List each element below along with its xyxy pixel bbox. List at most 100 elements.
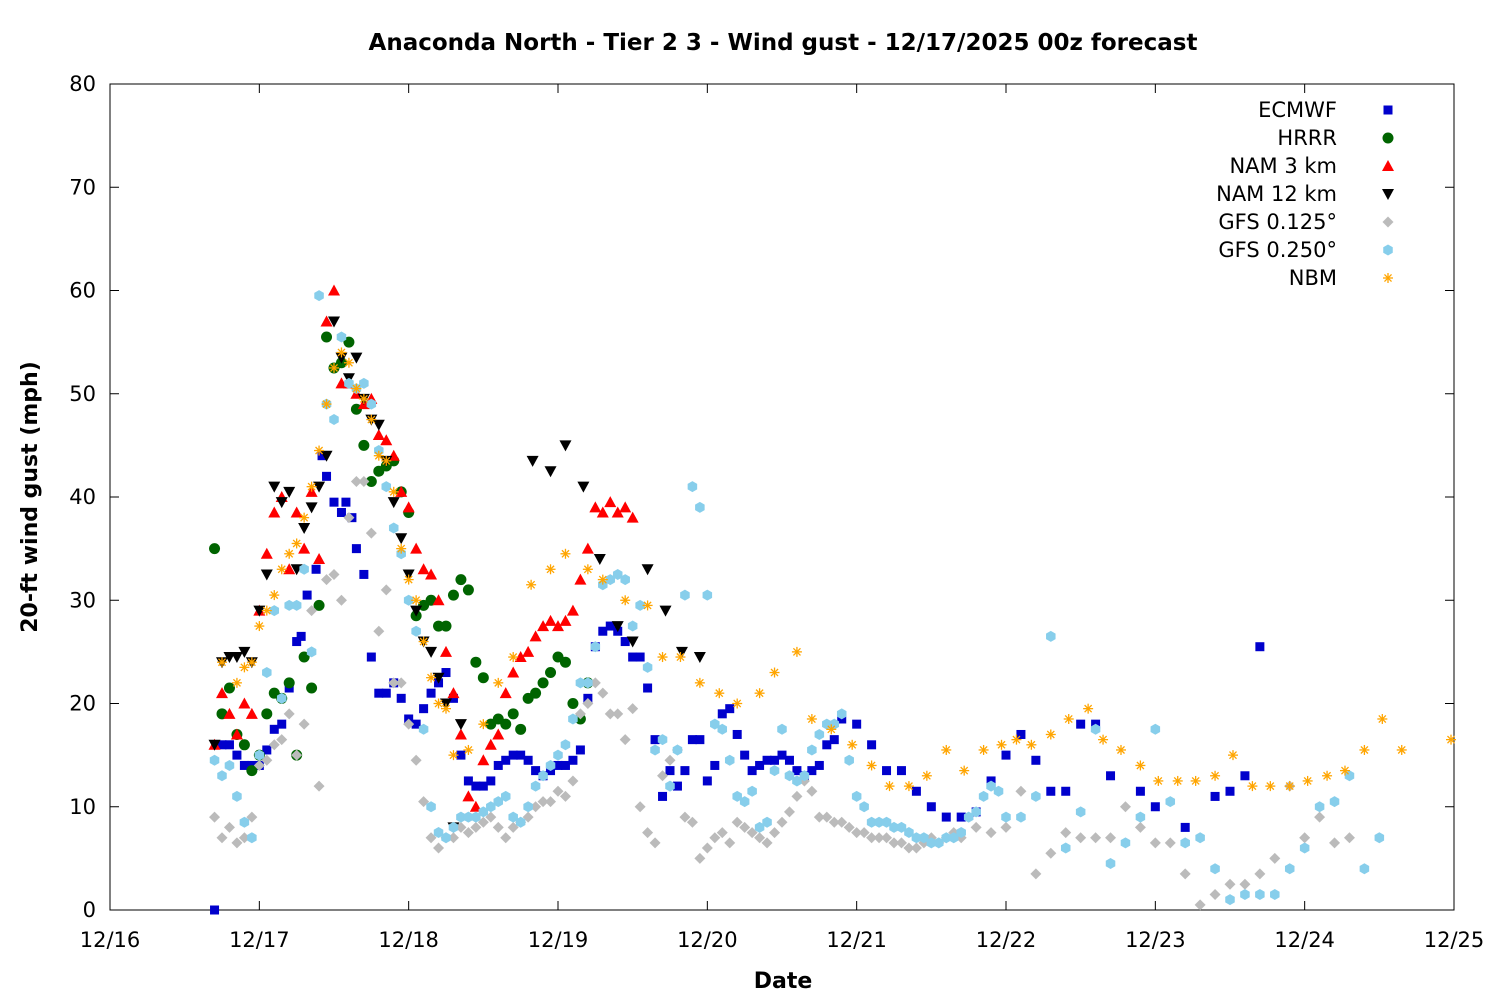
data-point xyxy=(231,677,242,688)
data-point xyxy=(847,739,858,750)
data-point xyxy=(956,812,966,822)
data-point xyxy=(1265,781,1276,792)
data-point xyxy=(1000,821,1012,833)
legend-marker xyxy=(1382,160,1394,171)
data-point xyxy=(717,709,727,719)
data-point xyxy=(605,574,616,586)
data-point xyxy=(1060,842,1071,854)
data-point xyxy=(926,837,937,849)
data-point xyxy=(1210,791,1220,801)
data-point xyxy=(620,637,630,647)
data-point xyxy=(329,497,339,507)
data-point xyxy=(1075,832,1087,844)
data-point xyxy=(1060,827,1072,839)
data-point xyxy=(583,677,593,689)
data-point xyxy=(507,708,519,720)
data-point xyxy=(1224,878,1236,890)
data-point xyxy=(283,486,296,498)
data-point xyxy=(635,652,645,662)
data-point xyxy=(732,790,742,802)
data-point xyxy=(260,569,273,581)
data-point xyxy=(686,816,698,828)
data-point xyxy=(246,765,258,777)
data-point xyxy=(574,573,587,585)
data-point xyxy=(903,781,914,792)
data-point xyxy=(873,832,885,844)
legend-label: GFS 0.125° xyxy=(1218,210,1337,234)
data-point xyxy=(358,439,370,451)
data-point xyxy=(380,434,393,446)
data-point xyxy=(529,630,542,642)
data-point xyxy=(508,652,519,663)
legend-marker xyxy=(1383,273,1393,283)
data-point xyxy=(963,811,974,823)
data-point xyxy=(313,552,326,564)
legend-marker xyxy=(1382,189,1394,200)
data-point xyxy=(283,563,296,575)
data-point xyxy=(253,759,265,771)
y-tick-label: 10 xyxy=(69,795,96,819)
data-point xyxy=(350,352,363,364)
data-point xyxy=(559,656,571,668)
data-point xyxy=(593,553,606,565)
data-point xyxy=(320,315,333,327)
data-point xyxy=(537,620,550,632)
data-point xyxy=(567,775,579,787)
data-point xyxy=(784,770,795,782)
data-point xyxy=(664,754,676,766)
data-point xyxy=(612,708,624,720)
data-point xyxy=(777,723,787,735)
data-point xyxy=(217,770,227,782)
data-point xyxy=(238,646,251,658)
data-point xyxy=(806,713,817,724)
data-point xyxy=(553,749,563,761)
data-point xyxy=(276,564,287,575)
data-point xyxy=(889,821,899,833)
data-point xyxy=(709,832,721,844)
data-point xyxy=(740,750,750,760)
data-point xyxy=(508,750,518,760)
data-point xyxy=(262,667,272,679)
data-point xyxy=(710,760,720,770)
data-point xyxy=(791,790,803,802)
data-point xyxy=(1210,770,1221,781)
data-point xyxy=(500,718,512,730)
data-point xyxy=(478,781,488,791)
data-point xyxy=(1135,811,1146,823)
data-point xyxy=(1180,837,1190,849)
data-point xyxy=(619,734,631,746)
data-point xyxy=(650,735,660,745)
data-point xyxy=(732,698,743,709)
data-point xyxy=(1322,770,1333,781)
data-point xyxy=(881,816,892,828)
data-point xyxy=(575,677,586,689)
data-point xyxy=(694,677,705,688)
data-point xyxy=(296,631,306,641)
data-point xyxy=(351,383,362,394)
data-point xyxy=(776,816,788,828)
data-point xyxy=(1396,744,1407,755)
data-point xyxy=(499,687,512,699)
data-point xyxy=(344,377,354,389)
data-point xyxy=(1135,786,1145,796)
data-point xyxy=(1190,775,1201,786)
data-point xyxy=(447,589,459,601)
data-point xyxy=(792,775,802,787)
x-tick-label: 12/17 xyxy=(229,928,290,952)
data-point xyxy=(508,811,518,823)
data-point xyxy=(306,682,318,694)
data-point xyxy=(432,672,445,684)
data-point xyxy=(290,506,303,518)
data-point xyxy=(471,781,481,791)
data-point xyxy=(410,605,423,617)
data-point xyxy=(523,801,533,813)
data-point xyxy=(231,837,243,849)
data-point xyxy=(978,790,989,802)
data-point xyxy=(884,781,895,792)
data-point xyxy=(359,377,369,389)
data-point xyxy=(1254,868,1266,880)
data-point xyxy=(317,451,327,461)
data-point xyxy=(1031,755,1041,765)
